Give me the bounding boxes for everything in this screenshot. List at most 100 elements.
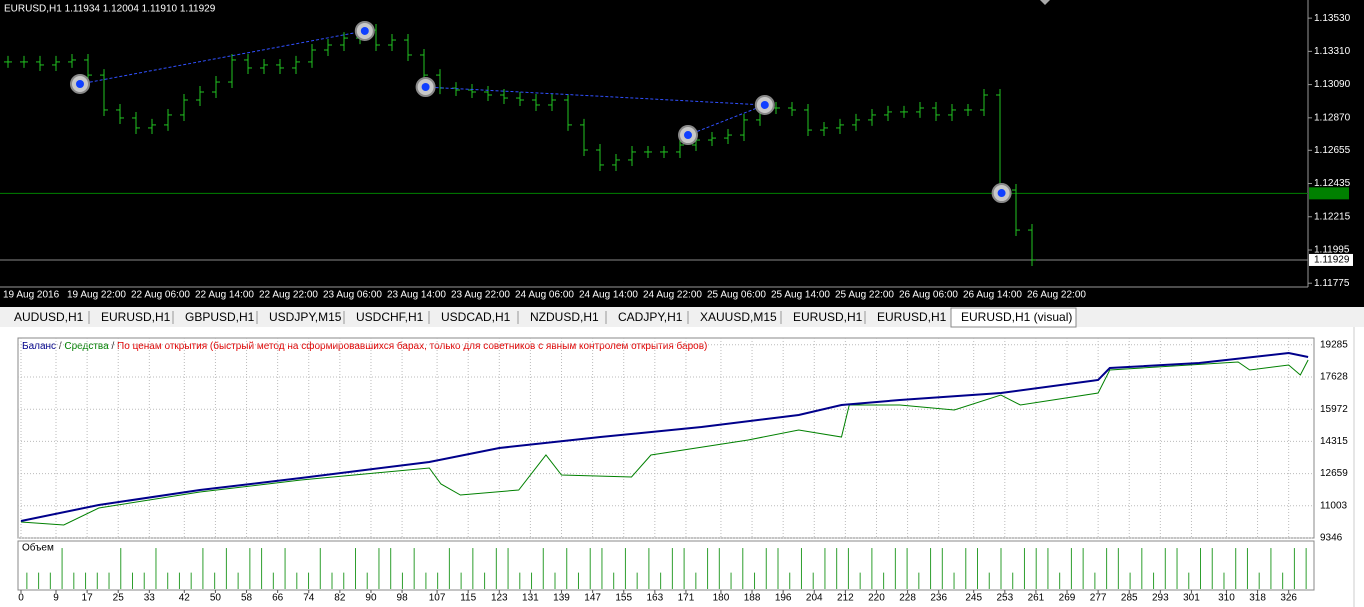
y-tick-label: 15972 [1320,404,1348,415]
time-label: 19 Aug 22:00 [67,290,126,301]
tab[interactable]: USDCHF,H1 [356,310,424,324]
chart-header: EURUSD,H1 1.11934 1.12004 1.11910 1.1192… [4,4,216,15]
level-box [1309,187,1349,200]
x-tick-label: 115 [460,593,476,604]
x-tick-label: 17 [82,593,94,604]
y-tick-label: 9346 [1320,533,1343,544]
price-background [0,0,1364,307]
x-tick-label: 123 [491,593,508,604]
tester-background [0,327,1364,607]
tab[interactable]: GBPUSD,H1 [185,310,255,324]
time-label: 25 Aug 22:00 [835,290,894,301]
series-line [20,351,1309,522]
x-tick-label: 90 [365,593,377,604]
y-tick-label: 1.12435 [1314,178,1351,189]
x-tick-label: 326 [1280,593,1297,604]
tab[interactable]: XAUUSD,M15 [700,310,777,324]
time-label: 24 Aug 06:00 [515,290,574,301]
x-tick-label: 188 [744,593,761,604]
tab[interactable]: NZDUSD,H1 [530,310,599,324]
tab-active [950,307,1077,328]
x-tick-label: 285 [1121,593,1138,604]
x-tick-label: 220 [868,593,885,604]
x-tick-label: 107 [429,593,446,604]
time-label: 26 Aug 06:00 [899,290,958,301]
time-label: 22 Aug 14:00 [195,290,254,301]
tab[interactable]: USDCAD,H1 [441,310,511,324]
time-label: 26 Aug 22:00 [1027,290,1086,301]
x-tick-label: 74 [303,593,315,604]
x-tick-label: 33 [144,593,156,604]
x-tick-label: 66 [272,593,284,604]
x-tick-label: 131 [522,593,539,604]
y-tick-label: 1.13530 [1314,13,1351,24]
y-tick-label: 14315 [1320,436,1348,447]
legend-entry: / [109,341,117,352]
trade-marker-core [421,83,430,92]
trade-marker-core [684,131,692,140]
tab[interactable]: EURUSD,H1 [877,310,947,324]
series-line [20,359,1309,526]
time-label: 25 Aug 14:00 [771,290,830,301]
volume-frame [17,540,1315,591]
x-tick-label: 82 [334,593,346,604]
y-tick-label: 1.12655 [1314,145,1351,156]
tab[interactable]: EURUSD,H1 [101,310,171,324]
legend: Баланс / Средства / По ценам открытия (б… [22,340,707,352]
x-tick-label: 147 [584,593,601,604]
volume-title: Объем [22,542,54,554]
trade-marker-core [997,189,1006,198]
x-tick-label: 171 [678,593,695,604]
time-label: 19 Aug 2016 [3,290,60,301]
time-label: 23 Aug 14:00 [387,290,446,301]
x-tick-label: 228 [899,593,916,604]
x-tick-label: 50 [210,593,222,604]
time-label: 23 Aug 22:00 [451,290,510,301]
tab[interactable]: AUDUSD,H1 [14,310,84,324]
tab[interactable]: EURUSD,H1 (visual) [961,310,1072,324]
y-tick-label: 1.13310 [1314,46,1351,57]
x-tick-label: 98 [397,593,409,604]
x-tick-label: 9 [53,593,59,604]
x-tick-label: 0 [18,593,24,604]
x-tick-label: 25 [113,593,125,604]
legend-entry: / [56,341,64,352]
time-label: 22 Aug 06:00 [131,290,190,301]
x-tick-label: 310 [1218,593,1235,604]
time-label: 24 Aug 22:00 [643,290,702,301]
x-tick-label: 236 [930,593,947,604]
trade-link [687,104,765,136]
trade-marker-core [760,100,769,109]
y-tick-label: 1.12215 [1314,211,1351,222]
trade-link [425,86,765,106]
bid-box [1309,253,1353,266]
tab[interactable]: EURUSD,H1 [793,310,863,324]
y-tick-label: 12659 [1320,468,1348,479]
time-label: 23 Aug 06:00 [323,290,382,301]
x-tick-label: 42 [179,593,191,604]
trade-marker-core [360,26,369,35]
legend-entry: Средства [64,341,109,352]
x-tick-label: 293 [1152,593,1169,604]
x-tick-label: 261 [1028,593,1045,604]
x-tick-label: 204 [806,593,823,604]
y-tick-label: 19285 [1320,339,1348,350]
x-tick-label: 318 [1249,593,1266,604]
x-tick-label: 180 [713,593,730,604]
time-label: 22 Aug 22:00 [259,290,318,301]
x-tick-label: 212 [837,593,854,604]
x-tick-label: 269 [1059,593,1076,604]
tab[interactable]: CADJPY,H1 [618,310,683,324]
y-tick-label: 1.11775 [1314,278,1350,289]
x-tick-label: 196 [775,593,792,604]
x-tick-label: 245 [965,593,982,604]
tab[interactable]: USDJPY,M15 [269,310,342,324]
x-tick-label: 139 [553,593,570,604]
legend-entry: Баланс [22,341,56,352]
trade-marker-core [76,79,84,88]
time-label: 24 Aug 14:00 [579,290,638,301]
x-tick-label: 58 [241,593,253,604]
trade-link [79,30,365,85]
